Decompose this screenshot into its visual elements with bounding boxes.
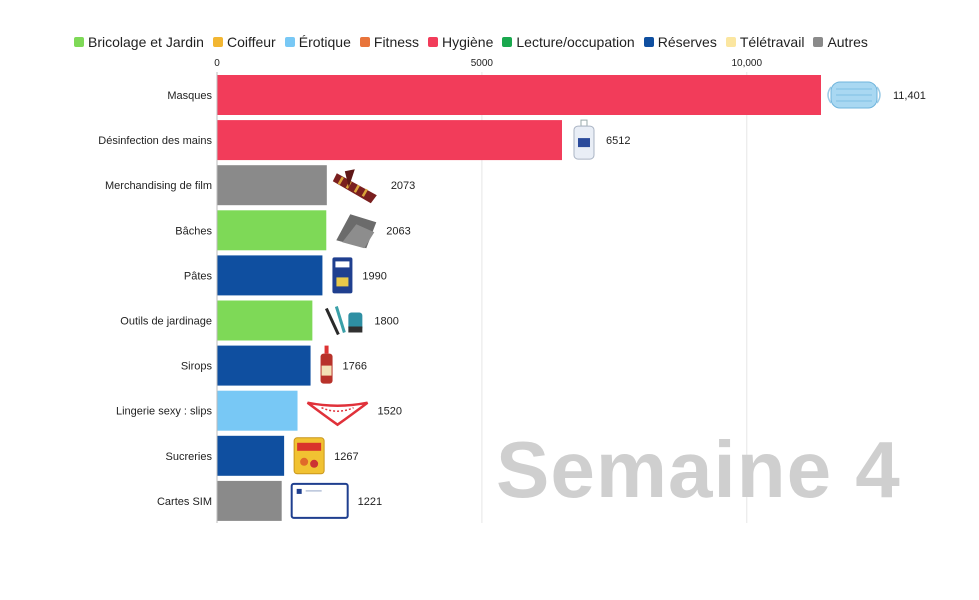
legend-swatch xyxy=(74,37,84,47)
legend-swatch xyxy=(359,37,370,47)
sim-card-icon xyxy=(290,482,349,519)
tarp-icon xyxy=(336,214,377,249)
bar xyxy=(217,165,327,206)
bar xyxy=(217,75,821,115)
category-label: Sucreries xyxy=(166,451,213,463)
bar xyxy=(217,435,285,476)
candy-bag-icon xyxy=(293,437,325,475)
x-tick-label: 10,000 xyxy=(731,58,762,69)
bar xyxy=(217,480,282,521)
legend-item: Bricolage et Jardin xyxy=(74,34,204,50)
legend-swatch xyxy=(813,37,824,47)
legend: Bricolage et Jardin Coiffeur Érotique Fitne… xyxy=(74,34,868,50)
pasta-box-icon xyxy=(332,257,353,294)
legend-label: Bricolage et Jardin xyxy=(88,34,204,50)
lingerie-icon xyxy=(306,401,369,427)
legend-item: Érotique xyxy=(284,34,351,50)
face-mask-icon xyxy=(827,81,881,109)
week-watermark: Semaine 4 xyxy=(496,425,901,514)
legend-label: Coiffeur xyxy=(226,34,276,50)
legend-swatch xyxy=(502,37,513,47)
garden-tools-icon xyxy=(324,306,363,336)
legend-item: Télétravail xyxy=(725,34,805,50)
legend-item: Coiffeur xyxy=(212,34,276,50)
legend-swatch xyxy=(725,37,736,47)
category-label: Pâtes xyxy=(184,270,213,282)
value-label: 1990 xyxy=(362,270,386,282)
legend-swatch xyxy=(428,37,439,47)
scarf-icon xyxy=(332,169,377,204)
category-label: Désinfection des mains xyxy=(98,135,212,147)
category-label: Outils de jardinage xyxy=(120,316,212,328)
value-label: 2063 xyxy=(386,225,410,237)
value-label: 1221 xyxy=(358,496,382,508)
category-label: Bâches xyxy=(175,225,212,237)
legend-label: Télétravail xyxy=(739,34,805,50)
value-label: 1520 xyxy=(378,406,402,418)
syrup-bottle-icon xyxy=(320,345,333,384)
value-label: 1766 xyxy=(343,361,367,373)
x-tick-label: 5000 xyxy=(471,58,494,69)
legend-label: Réserves xyxy=(657,34,717,50)
category-label: Merchandising de film xyxy=(105,180,212,192)
value-label: 11,401 xyxy=(893,90,926,102)
legend-label: Érotique xyxy=(298,34,351,50)
category-label: Masques xyxy=(167,90,212,102)
legend-label: Fitness xyxy=(373,34,420,50)
bar xyxy=(217,300,313,341)
value-label: 2073 xyxy=(391,180,415,192)
legend-label: Autres xyxy=(827,34,868,50)
legend-label: Hygiène xyxy=(442,34,494,50)
bar xyxy=(217,210,327,251)
legend-item: Réserves xyxy=(643,34,717,50)
legend-swatch xyxy=(212,37,223,47)
bar xyxy=(217,255,323,296)
legend-item: Autres xyxy=(813,34,868,50)
category-label: Lingerie sexy : slips xyxy=(116,406,212,418)
legend-swatch xyxy=(284,37,295,47)
category-label: Sirops xyxy=(181,361,213,373)
bar xyxy=(217,120,562,161)
legend-item: Fitness xyxy=(359,34,420,50)
value-label: 1800 xyxy=(374,316,398,328)
legend-swatch xyxy=(643,37,654,47)
legend-item: Lecture/occupation xyxy=(502,34,635,50)
bar xyxy=(217,390,298,431)
category-label: Cartes SIM xyxy=(157,496,212,508)
value-label: 6512 xyxy=(606,135,630,147)
legend-label: Lecture/occupation xyxy=(516,34,635,50)
x-tick-label: 0 xyxy=(214,58,220,69)
value-label: 1267 xyxy=(334,451,358,463)
legend-item: Hygiène xyxy=(428,34,493,50)
hand-sanitizer-icon xyxy=(573,119,595,160)
bar xyxy=(217,345,311,386)
